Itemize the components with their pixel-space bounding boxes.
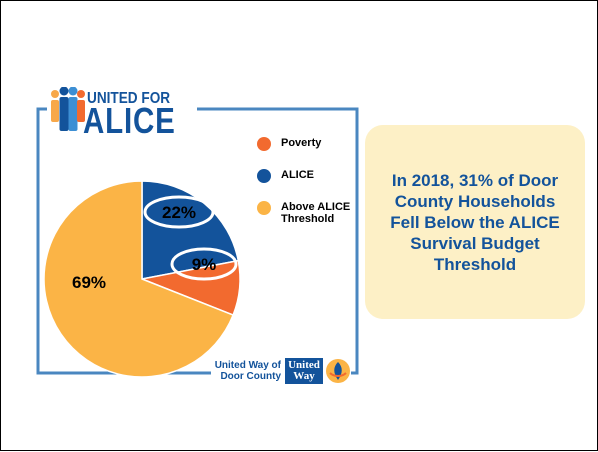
- label-highlight-ring: [170, 247, 238, 281]
- slice-data-label: 22%: [162, 203, 196, 222]
- united-way-mark: United Way: [285, 358, 323, 384]
- callout-text: In 2018, 31% of Door County Households F…: [390, 170, 560, 274]
- legend-item-alice: ALICE: [253, 166, 353, 184]
- legend-swatch: [257, 169, 271, 183]
- united-for-alice-logo: UNITED FOR ALICE: [47, 85, 197, 141]
- legend-item-poverty: Poverty: [253, 134, 353, 152]
- united-way-mark-text: United Way: [288, 359, 320, 382]
- callout-box: In 2018, 31% of Door County Households F…: [365, 125, 585, 319]
- united-way-emblem-icon: [326, 359, 350, 383]
- legend-swatch: [257, 137, 271, 151]
- logo-main-text: ALICE: [83, 100, 176, 141]
- legend-label: Above ALICE Threshold: [281, 201, 351, 225]
- legend-swatch: [257, 201, 271, 215]
- label-highlight-ring: [143, 195, 215, 229]
- slice-data-label: 9%: [192, 255, 217, 274]
- legend-label: ALICE: [281, 169, 314, 181]
- legend-item-above-alice: Above ALICE Threshold: [253, 198, 353, 225]
- people-icon: [51, 87, 85, 131]
- slice-data-label: 69%: [72, 273, 106, 292]
- slice-above-alice: [43, 180, 235, 378]
- logo-top-text: UNITED FOR: [87, 90, 171, 107]
- legend-label: Poverty: [281, 137, 322, 149]
- chart-legend: Poverty ALICE Above ALICE Threshold: [253, 134, 353, 230]
- united-way-door-county-logo: United Way of Door County United Way: [211, 358, 351, 384]
- org-name: United Way of Door County: [214, 360, 281, 382]
